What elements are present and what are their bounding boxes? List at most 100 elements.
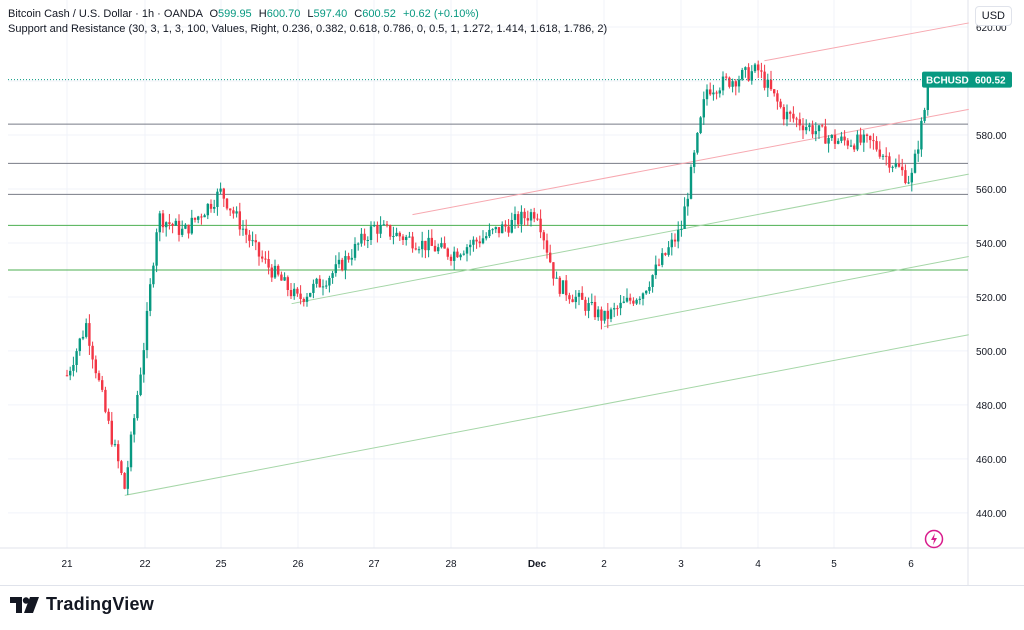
candle-body — [366, 239, 369, 241]
candle-body — [859, 134, 862, 143]
candle-body — [411, 236, 414, 249]
chart-grid — [0, 0, 1024, 585]
time-tick-label: 2 — [601, 559, 607, 570]
price-tick-label: 440.00 — [976, 509, 1007, 520]
candle-body — [824, 126, 827, 144]
candle-body — [920, 120, 923, 150]
candle-body — [472, 239, 475, 245]
candle-body — [683, 206, 686, 229]
time-tick-label: 27 — [368, 559, 380, 570]
candle-body — [910, 172, 913, 183]
candle-body — [325, 285, 328, 287]
price-tag-background — [922, 71, 1012, 88]
candle-body — [408, 236, 411, 238]
candle-body — [558, 277, 561, 294]
candle-body — [229, 208, 232, 211]
candle-body — [728, 77, 731, 87]
candle-body — [849, 145, 853, 147]
time-tick-label: 28 — [445, 559, 457, 570]
candle-body — [241, 228, 245, 230]
candle-body — [686, 198, 689, 207]
candle-body — [801, 125, 805, 131]
price-tag: BCHUSD 600.52 — [922, 71, 1012, 88]
candle-body — [200, 216, 203, 218]
price-axis: 440.00 460.00 480.00 500.00 520.00 540.00 560.… — [976, 23, 1007, 520]
candle-body — [677, 229, 680, 242]
candle-body — [446, 248, 449, 257]
candle-body — [581, 292, 584, 300]
indicator-legend[interactable]: Support and Resistance (30, 3, 1, 3, 100… — [8, 23, 608, 35]
flash-icon[interactable] — [924, 529, 944, 549]
candle-body — [609, 309, 613, 319]
candle-body — [126, 467, 129, 489]
candle-body — [216, 191, 219, 207]
candle-body — [856, 134, 859, 150]
candle-body — [235, 211, 238, 214]
candle-body — [286, 277, 289, 291]
candle-body — [469, 244, 472, 248]
candle-body — [673, 239, 677, 242]
candle-body — [776, 93, 779, 102]
candle-body — [113, 444, 117, 446]
candle-body — [245, 228, 248, 235]
candle-body — [350, 257, 353, 260]
candle-body — [619, 302, 622, 309]
candle-body — [293, 288, 296, 297]
candle-body — [568, 295, 571, 300]
candle-body — [187, 224, 190, 234]
trend-channel-lines — [124, 22, 969, 496]
currency-button[interactable]: USD — [974, 6, 1012, 26]
time-axis: 21 22 25 26 27 28 Dec 2 3 4 5 6 — [61, 559, 914, 570]
candle-body — [270, 267, 273, 278]
candle-body — [699, 117, 702, 133]
candle-body — [219, 188, 222, 192]
candle-body — [75, 351, 78, 366]
brand-name: TradingView — [46, 594, 154, 614]
candle-body — [853, 145, 856, 150]
symbol-title[interactable]: Bitcoin Cash / U.S. Dollar · 1h · OANDA — [8, 8, 203, 20]
candle-body — [382, 224, 385, 226]
candle-body — [888, 156, 891, 168]
candle-body — [571, 299, 574, 303]
candle-body — [123, 472, 126, 489]
candle-body — [641, 293, 645, 299]
candle-body — [369, 226, 373, 240]
candle-body — [456, 251, 459, 258]
candle-body — [766, 79, 769, 88]
candle-body — [453, 251, 456, 261]
candle-body — [289, 290, 293, 297]
candle-body — [645, 290, 648, 294]
candle-body — [709, 89, 712, 95]
candle-body — [184, 224, 187, 229]
candle-body — [862, 134, 865, 143]
candle-body — [533, 212, 536, 219]
candle-body — [805, 127, 808, 131]
candle-body — [507, 226, 510, 233]
candle-body — [680, 228, 683, 230]
candle-body — [181, 228, 184, 235]
time-tick-label: 6 — [908, 559, 914, 570]
time-tick-label: Dec — [528, 559, 547, 570]
candle-body — [485, 236, 488, 239]
candle-body — [395, 232, 398, 237]
trend-line-red — [412, 108, 969, 216]
tradingview-logo[interactable]: TradingView — [10, 594, 154, 615]
candle-body — [574, 296, 577, 303]
candle-body — [373, 225, 376, 227]
candle-body — [398, 232, 401, 237]
support-resistance-levels — [8, 123, 968, 271]
time-tick-label: 4 — [755, 559, 761, 570]
candle-body — [273, 265, 277, 278]
candle-body — [81, 336, 85, 339]
high-label: H — [258, 8, 267, 20]
candle-body — [177, 220, 181, 235]
candle-body — [625, 297, 629, 302]
candle-body — [613, 308, 616, 310]
candle-body — [433, 245, 437, 252]
candle-body — [222, 188, 225, 199]
candle-body — [869, 135, 872, 141]
candle-body — [731, 81, 734, 87]
candle-body — [389, 225, 392, 237]
candle-body — [526, 218, 529, 221]
